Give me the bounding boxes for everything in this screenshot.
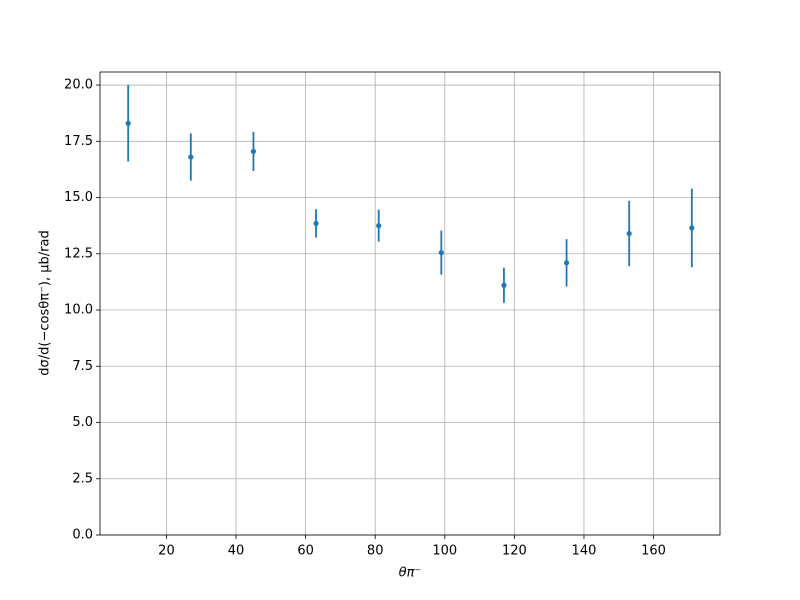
data-point	[563, 260, 570, 266]
x-tick-label: 60	[297, 544, 314, 559]
y-tick-label: 2.5	[72, 471, 93, 486]
x-axis-label: θπ⁻	[399, 566, 422, 581]
y-tick-label: 7.5	[72, 359, 93, 374]
data-point	[188, 154, 194, 160]
data-point	[501, 282, 507, 288]
y-tick-label: 20.0	[64, 78, 93, 93]
plot-frame	[99, 71, 721, 536]
y-tick-label: 5.0	[72, 415, 93, 430]
data-point	[313, 220, 319, 227]
y-tick-label: 0.0	[72, 528, 93, 543]
y-tick-label: 12.5	[64, 246, 93, 261]
x-tick-label: 100	[432, 544, 457, 559]
y-tick-label: 17.5	[64, 134, 93, 149]
x-tick-label: 20	[158, 544, 175, 559]
x-tick-label: 160	[641, 544, 666, 559]
x-tick-label: 40	[228, 544, 245, 559]
data-point	[250, 148, 257, 155]
y-tick-label: 10.0	[64, 303, 93, 318]
x-tick-label: 140	[572, 544, 597, 559]
data-point	[438, 250, 444, 256]
data-point	[125, 120, 131, 126]
x-tick-label: 80	[367, 544, 384, 559]
y-axis-label: dσ/d(−cosθπ⁻), μb/rad	[38, 230, 53, 375]
data-point	[626, 230, 632, 237]
x-tick-label: 120	[502, 544, 527, 559]
data-point	[376, 223, 382, 229]
y-tick-label: 15.0	[64, 190, 93, 205]
data-point	[689, 225, 695, 231]
